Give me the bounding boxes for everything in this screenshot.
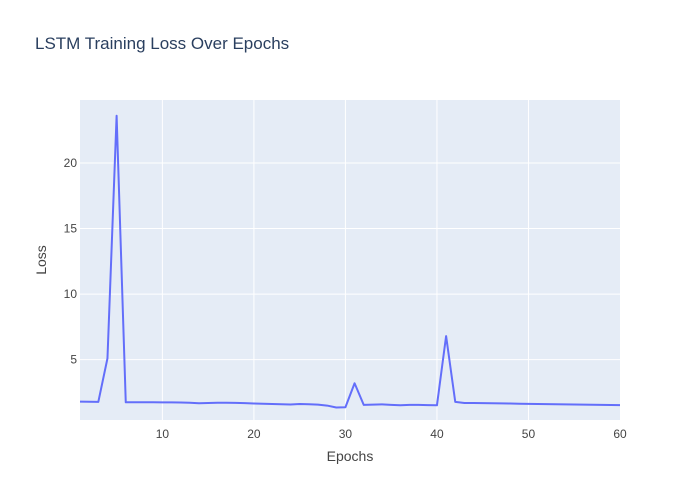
x-tick-label: 20 [247, 427, 261, 441]
x-tick-label: 50 [522, 427, 536, 441]
x-tick-label: 30 [339, 427, 353, 441]
y-tick-label: 20 [64, 156, 78, 170]
chart-title: LSTM Training Loss Over Epochs [35, 34, 290, 53]
x-tick-label: 60 [613, 427, 627, 441]
grid-lines [80, 100, 620, 420]
series-layer [79, 114, 621, 409]
plot-area [80, 100, 620, 420]
x-tick-label: 40 [430, 427, 444, 441]
y-tick-label: 10 [64, 287, 78, 301]
series-line [79, 114, 621, 409]
y-axis-title: Loss [33, 245, 49, 275]
y-tick-labels: 5 10 15 20 [64, 156, 78, 367]
y-tick-label: 15 [64, 222, 78, 236]
x-axis-title: Epochs [327, 448, 374, 464]
y-tick-label: 5 [70, 353, 77, 367]
x-tick-label: 10 [156, 427, 170, 441]
x-tick-labels: 10 20 30 40 50 60 [156, 427, 627, 441]
